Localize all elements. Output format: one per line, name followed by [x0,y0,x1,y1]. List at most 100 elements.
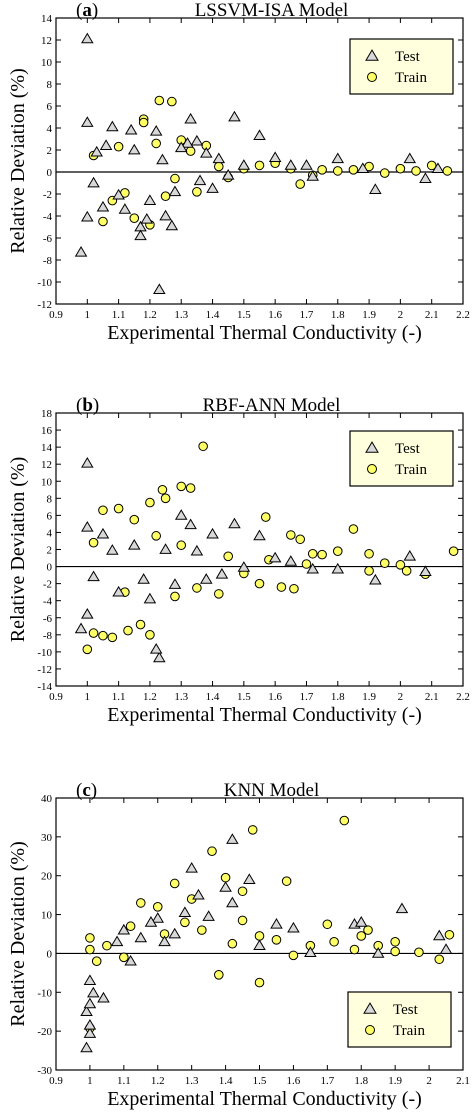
x-tick-label: 1.6 [287,1075,301,1087]
test-point [97,991,110,1003]
test-point [226,896,239,908]
test-point [87,570,100,582]
test-point [419,172,432,183]
test-point [219,881,232,892]
test-point [81,210,94,222]
test-point [354,916,368,927]
y-tick-label: 10 [41,910,53,922]
x-tick-label: 1.4 [219,1075,233,1087]
test-point [268,151,282,163]
test-point [134,229,147,241]
y-tick-label: 14 [41,442,53,454]
test-point [80,1041,93,1053]
x-tick-label: 1.3 [174,309,188,321]
y-tick-label: -8 [43,630,53,642]
train-point [317,549,327,560]
legend: Test Train [349,430,454,487]
x-tick-label: 1.5 [237,691,251,703]
test-point [300,159,313,170]
train-point [151,138,161,149]
test-point [304,946,317,957]
x-tick-label: 1.9 [362,309,376,321]
test-point [369,183,382,194]
x-axis-label: Experimental Thermal Conductivity (-) [107,322,422,344]
test-point [221,169,235,180]
x-tick-label: 1.4 [206,309,220,321]
train-point [286,530,296,540]
y-tick-label: -10 [37,987,52,999]
y-tick-label: -12 [37,299,52,311]
test-point [270,918,283,929]
test-point [112,585,125,597]
x-tick-label: 1.7 [320,1075,334,1087]
x-tick-label: 2 [398,309,404,321]
train-point [348,524,359,534]
train-point [102,940,112,951]
test-point [403,550,417,561]
y-tick-label: 0 [47,167,53,179]
y-tick-label: -14 [37,681,52,693]
test-point [74,622,88,634]
train-point [247,825,258,835]
y-tick-label: -30 [37,1065,52,1077]
legend-test-marker [363,1002,377,1014]
train-point [395,560,406,570]
x-tick-label: 2.2 [456,309,470,321]
test-point [165,219,179,231]
legend-label: Test [395,49,421,65]
test-point [190,544,204,556]
legend-train-marker [367,464,377,474]
train-point [356,931,367,941]
test-point [228,110,241,122]
test-point [159,209,172,221]
x-tick-label: 2 [398,691,404,703]
train-point [113,141,124,152]
train-point [411,166,421,176]
test-point [81,32,94,44]
test-point [206,182,219,193]
y-tick-label: 4 [47,123,53,135]
train-point [145,630,155,640]
x-tick-label: 1.5 [237,309,251,321]
train-point [82,644,93,655]
train-point [198,441,208,452]
train-point [254,977,265,988]
train-point [348,165,359,175]
test-point [184,112,197,124]
y-tick-label: 0 [47,948,53,960]
test-point [83,1027,97,1038]
test-point [212,152,226,164]
legend-box [347,991,452,1048]
train-point [448,546,459,557]
y-tick-label: 10 [41,57,53,69]
test-point [215,567,229,579]
train-point [237,886,248,897]
x-tick-label: 1.7 [300,309,314,321]
test-point [134,931,148,943]
train-point [332,166,343,176]
train-point [363,925,373,935]
test-point [158,935,171,947]
test-point [83,974,97,985]
train-point [322,919,333,930]
test-point [96,200,110,212]
test-point [369,573,382,585]
train-point [125,921,136,932]
x-tick-label: 1.7 [300,691,314,703]
test-point [253,129,266,141]
train-point [135,898,146,908]
train-point [88,537,99,548]
test-point [284,555,298,566]
test-point [331,152,345,164]
train-point [192,583,202,593]
x-tick-label: 1.6 [268,691,282,703]
train-point [288,950,299,961]
test-point [137,573,150,584]
train-point [379,168,390,178]
x-tick-label: 0.9 [49,691,63,703]
test-point [81,457,94,468]
train-point [151,531,161,541]
train-point [85,933,95,943]
x-tick-label: 1.5 [253,1075,267,1087]
train-point [426,160,437,171]
